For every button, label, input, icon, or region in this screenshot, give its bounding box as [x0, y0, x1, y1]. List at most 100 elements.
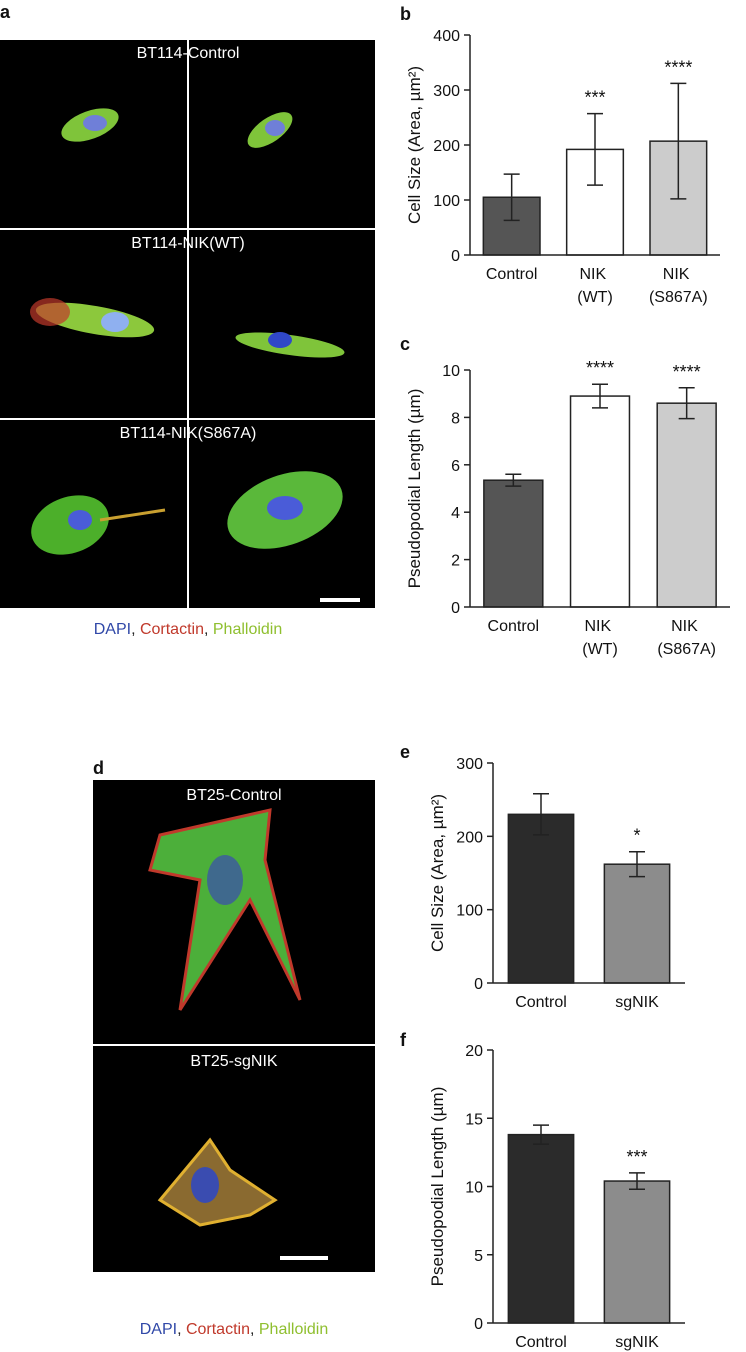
bar — [569, 395, 631, 608]
x-tick-line: NIK — [663, 266, 694, 283]
y-tick-label: 200 — [456, 829, 483, 846]
x-tick-label: sgNIK — [615, 994, 659, 1011]
error-bar — [592, 383, 608, 409]
x-tick-text: NIK (WT) — [582, 618, 618, 658]
x-tick-line: sgNIK — [615, 1334, 659, 1351]
panel-letter: b — [400, 4, 411, 24]
panel-letter: f — [400, 1030, 407, 1050]
y-tick-label: 10 — [465, 1180, 483, 1197]
y-tick-label: 100 — [433, 193, 460, 210]
y-tick-label: 2 — [451, 553, 460, 570]
stain-name: , — [177, 1321, 186, 1338]
stain-legend: DAPI, Cortactin, Phalloidin — [94, 621, 283, 638]
x-tick-label: Control — [486, 266, 538, 283]
stain-name: , — [131, 621, 140, 638]
bar — [507, 813, 575, 984]
panel-letter: a — [0, 2, 11, 22]
panel-letter: d — [93, 758, 104, 778]
stain-legend: DAPI, Cortactin, Phalloidin — [140, 1321, 329, 1338]
x-tick-text: NIK (S867A) — [657, 618, 716, 658]
y-tick-label: 10 — [442, 363, 460, 380]
y-tick-label: 6 — [451, 458, 460, 475]
image-label: BT114-NIK(WT) — [131, 235, 244, 252]
x-tick-label: Control — [515, 994, 567, 1011]
x-tick-label: NIK (WT) — [577, 266, 613, 306]
stain-name: DAPI — [140, 1321, 177, 1338]
x-tick-text: Control — [488, 618, 540, 635]
stain-name: Phalloidin — [259, 1321, 328, 1338]
error-bar — [678, 387, 695, 420]
bar — [656, 402, 717, 608]
error-bar — [533, 1124, 549, 1145]
x-tick-line: (S867A) — [649, 289, 708, 306]
x-tick-label: sgNIK — [615, 1334, 659, 1351]
y-axis-label: Pseudopodial Length (µm) — [405, 389, 424, 589]
stain-name: , — [204, 621, 213, 638]
significance: *** — [626, 1147, 647, 1167]
image-label: BT114-NIK(S867A) — [120, 425, 257, 442]
error-bar — [629, 850, 645, 878]
stain-name: Cortactin — [140, 621, 204, 638]
significance: **** — [586, 358, 614, 378]
x-tick-label: NIK (WT) — [582, 618, 618, 658]
x-tick-text: Control — [515, 994, 567, 1011]
y-tick-label: 0 — [474, 1316, 483, 1333]
x-tick-line: NIK — [579, 266, 610, 283]
image-label: BT25-sgNIK — [190, 1053, 277, 1070]
y-axis-label: Cell Size (Area, µm²) — [405, 66, 424, 224]
x-tick-text: Control — [486, 266, 538, 283]
x-tick-line: Control — [486, 266, 538, 283]
y-tick-label: 200 — [433, 138, 460, 155]
error-bar — [629, 1172, 645, 1190]
x-tick-line: NIK — [671, 618, 702, 635]
y-tick-label: 300 — [456, 756, 483, 773]
x-tick-line: NIK — [584, 618, 615, 635]
y-tick-label: 0 — [451, 248, 460, 265]
panel-letter: e — [400, 742, 410, 762]
x-tick-line: Control — [515, 994, 567, 1011]
x-tick-label: Control — [488, 618, 540, 635]
y-tick-label: 0 — [451, 600, 460, 617]
bar — [603, 1180, 671, 1324]
stain-name: Phalloidin — [213, 621, 282, 638]
x-tick-label: NIK (S867A) — [649, 266, 708, 306]
significance: **** — [664, 57, 692, 77]
image-label: BT25-Control — [186, 787, 281, 804]
x-tick-label: Control — [515, 1334, 567, 1351]
y-tick-label: 5 — [474, 1248, 483, 1265]
x-tick-line: (WT) — [582, 641, 618, 658]
x-tick-line: Control — [488, 618, 540, 635]
stain-name: Cortactin — [186, 1321, 250, 1338]
significance: *** — [584, 88, 605, 108]
x-tick-text: NIK (S867A) — [649, 266, 708, 306]
x-tick-line: (S867A) — [657, 641, 716, 658]
x-tick-line: sgNIK — [615, 994, 659, 1011]
error-bar — [670, 82, 687, 200]
stain-name: , — [250, 1321, 259, 1338]
bar — [507, 1133, 575, 1324]
x-tick-text: sgNIK — [615, 1334, 659, 1351]
y-tick-label: 4 — [451, 505, 460, 522]
y-tick-label: 15 — [465, 1111, 483, 1128]
y-tick-label: 0 — [474, 976, 483, 993]
error-bar — [533, 793, 549, 836]
x-tick-line: (WT) — [577, 289, 613, 306]
error-bar — [505, 473, 522, 487]
bar — [603, 863, 671, 984]
significance: * — [633, 826, 640, 846]
micrograph-a — [0, 40, 375, 608]
y-tick-label: 100 — [456, 903, 483, 920]
y-tick-label: 20 — [465, 1043, 483, 1060]
micrograph-d — [93, 780, 375, 1272]
x-tick-line: Control — [515, 1334, 567, 1351]
x-tick-text: NIK (WT) — [577, 266, 613, 306]
error-bar — [503, 173, 520, 222]
y-tick-label: 400 — [433, 28, 460, 45]
significance: **** — [673, 362, 701, 382]
y-axis-label: Cell Size (Area, µm²) — [428, 794, 447, 952]
y-tick-label: 300 — [433, 83, 460, 100]
image-label: BT114-Control — [137, 45, 240, 62]
x-tick-label: NIK (S867A) — [657, 618, 716, 658]
y-tick-label: 8 — [451, 410, 460, 427]
